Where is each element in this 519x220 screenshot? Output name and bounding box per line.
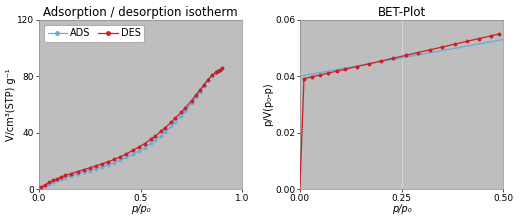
Title: Adsorption / desorption isotherm: Adsorption / desorption isotherm (44, 6, 238, 18)
X-axis label: p/p₀: p/p₀ (392, 204, 412, 214)
Legend: ADS, DES: ADS, DES (44, 25, 144, 42)
Y-axis label: V/cm³(STP) g⁻¹: V/cm³(STP) g⁻¹ (6, 68, 16, 141)
Title: BET-Plot: BET-Plot (377, 6, 426, 18)
Y-axis label: p/V(p₀-p): p/V(p₀-p) (264, 83, 274, 126)
X-axis label: p/p₀: p/p₀ (131, 204, 151, 214)
